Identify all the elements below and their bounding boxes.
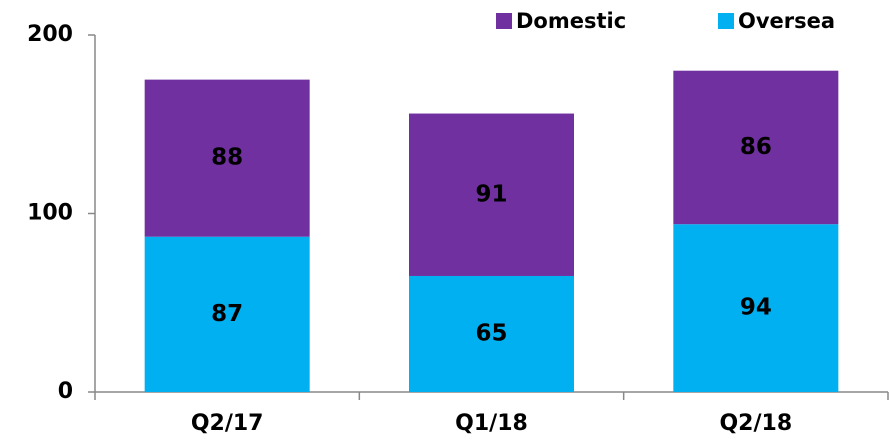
bar-segment — [409, 275, 574, 392]
y-tick-label: 200 — [27, 22, 73, 47]
bar-segment — [144, 236, 310, 392]
y-tick-label: 100 — [27, 201, 73, 226]
legend-swatch — [718, 13, 734, 29]
data-label: 86 — [740, 134, 772, 160]
data-label: 94 — [740, 295, 772, 321]
data-label: 65 — [475, 320, 507, 346]
y-tick-label: 0 — [58, 379, 73, 404]
data-label: 88 — [211, 145, 243, 171]
data-label: 91 — [475, 181, 507, 207]
bar-segment — [673, 70, 839, 225]
data-label: 87 — [211, 301, 243, 327]
x-tick-label: Q1/18 — [455, 411, 528, 436]
legend-label: Oversea — [738, 9, 835, 33]
bar-segment — [144, 79, 310, 237]
legend-label: Domestic — [516, 9, 626, 33]
bar-segment — [673, 224, 839, 392]
legend-swatch — [496, 13, 512, 29]
x-tick-label: Q2/18 — [719, 411, 792, 436]
bar-segment — [409, 113, 574, 276]
x-tick-label: Q2/17 — [191, 411, 264, 436]
